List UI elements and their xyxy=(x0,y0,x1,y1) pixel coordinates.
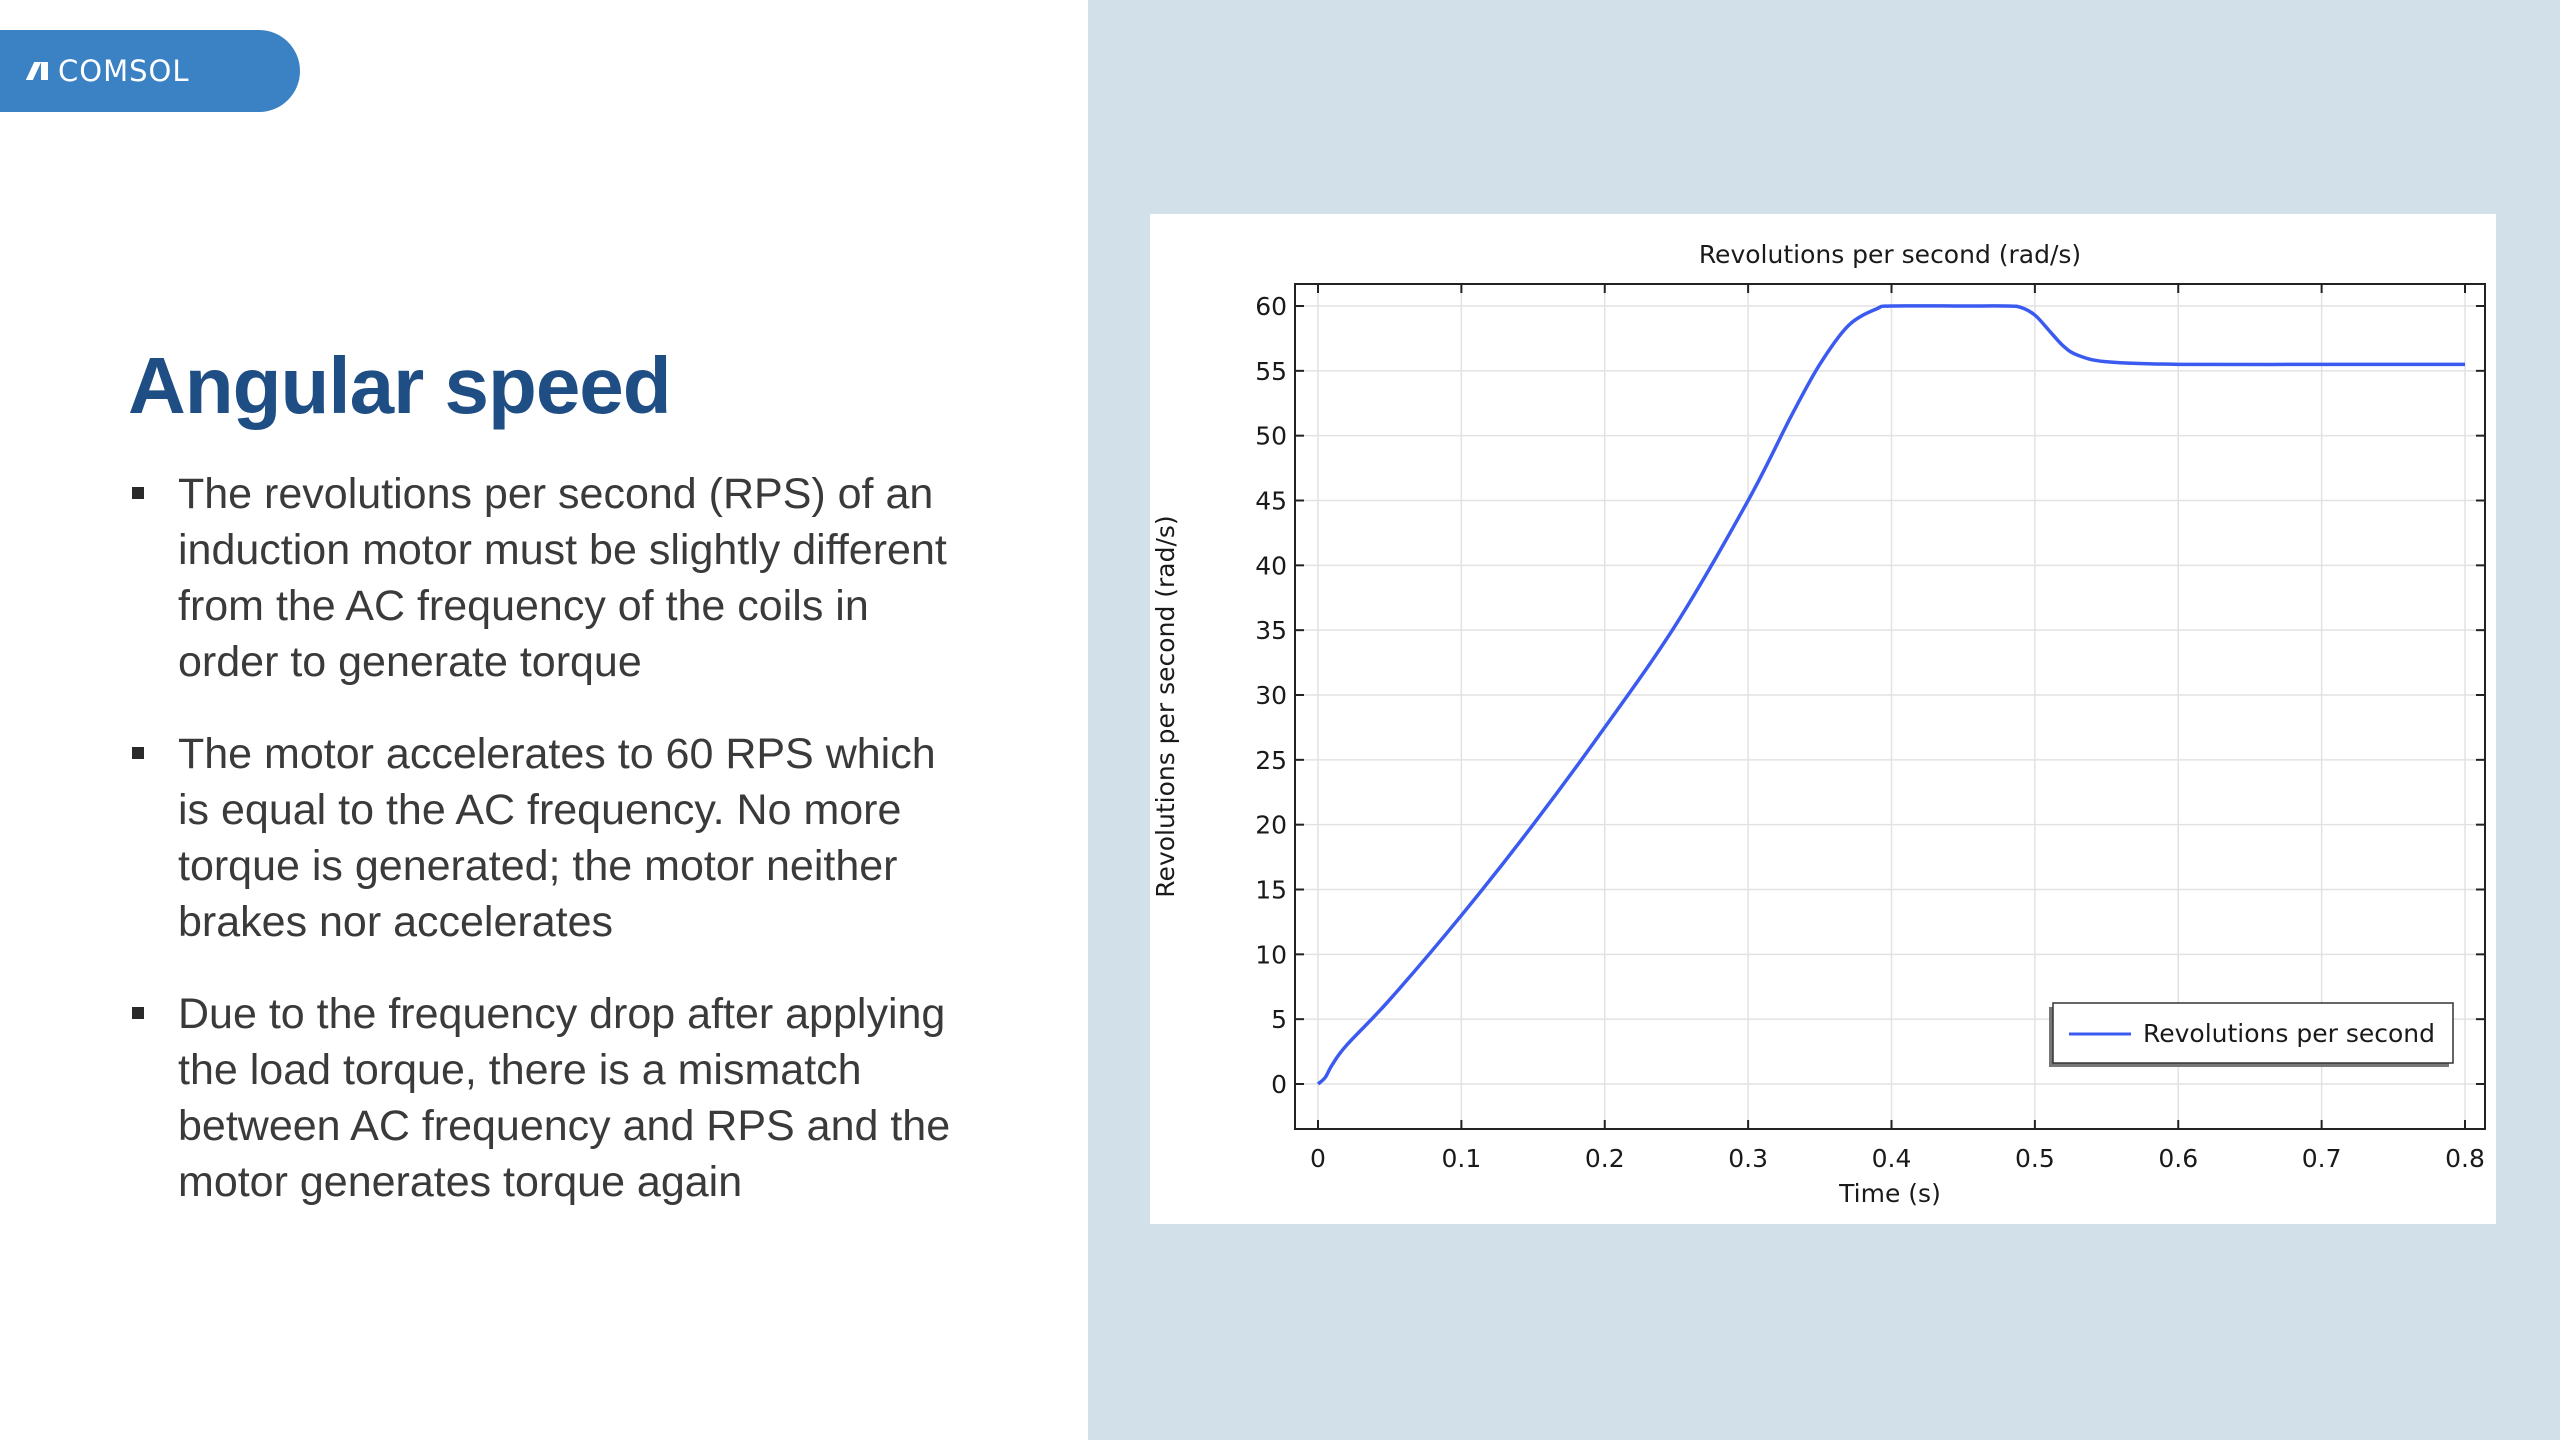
y-tick-label: 35 xyxy=(1255,616,1287,645)
y-axis-label: Revolutions per second (rad/s) xyxy=(1151,515,1180,897)
x-axis-label: Time (s) xyxy=(1838,1179,1941,1208)
axis-ticks: 0 0.1 0.2 0.3 0.4 0.5 0.6 0.7 0.8 0 5 10 15 20 25 30 35 4… xyxy=(1255,284,2485,1173)
chart-card: 0 0.1 0.2 0.3 0.4 0.5 0.6 0.7 0.8 0 5 10 15 20 25 30 35 4… xyxy=(1150,214,2496,1224)
line-chart: 0 0.1 0.2 0.3 0.4 0.5 0.6 0.7 0.8 0 5 10 15 20 25 30 35 4… xyxy=(1151,240,2486,1208)
series-layer xyxy=(1316,304,2465,1086)
y-tick-label: 40 xyxy=(1255,551,1287,580)
plot-frame xyxy=(1294,283,2486,1130)
bullet-item: The revolutions per second (RPS) of an i… xyxy=(128,466,958,690)
x-tick-label: 0.2 xyxy=(1585,1144,1625,1173)
comsol-logo-icon xyxy=(25,62,48,80)
x-tick-label: 0.5 xyxy=(2015,1144,2055,1173)
x-tick-label: 0.1 xyxy=(1441,1144,1481,1173)
x-tick-label: 0.6 xyxy=(2158,1144,2198,1173)
y-tick-label: 25 xyxy=(1255,746,1287,775)
x-tick-label: 0.3 xyxy=(1728,1144,1768,1173)
y-tick-label: 45 xyxy=(1255,487,1287,516)
logo-text: COMSOL xyxy=(58,54,190,88)
bullet-text: Due to the frequency drop after applying… xyxy=(178,990,951,1206)
y-tick-label: 0 xyxy=(1271,1070,1287,1099)
y-tick-label: 55 xyxy=(1255,357,1287,386)
x-tick-label: 0.7 xyxy=(2302,1144,2342,1173)
y-tick-label: 50 xyxy=(1255,422,1287,451)
y-tick-label: 10 xyxy=(1255,940,1287,969)
bullet-item: The motor accelerates to 60 RPS which is… xyxy=(128,726,958,950)
y-tick-label: 30 xyxy=(1255,681,1287,710)
bullet-list: The revolutions per second (RPS) of an i… xyxy=(128,466,958,1246)
bullet-text: The motor accelerates to 60 RPS which is… xyxy=(178,730,936,946)
legend-label: Revolutions per second xyxy=(2143,1019,2435,1048)
y-tick-label: 60 xyxy=(1255,292,1287,321)
bullet-marker xyxy=(132,747,144,759)
content-panel xyxy=(0,0,1088,1440)
x-tick-label: 0.8 xyxy=(2445,1144,2485,1173)
slide-title: Angular speed xyxy=(128,341,672,430)
x-tick-label: 0 xyxy=(1310,1144,1326,1173)
y-tick-label: 15 xyxy=(1255,876,1287,905)
bullet-item: Due to the frequency drop after applying… xyxy=(128,986,958,1210)
legend: Revolutions per second xyxy=(2049,1002,2454,1067)
y-tick-label: 5 xyxy=(1271,1005,1287,1034)
bullet-marker xyxy=(132,487,144,499)
y-tick-label: 20 xyxy=(1255,811,1287,840)
x-tick-label: 0.4 xyxy=(1872,1144,1912,1173)
bullet-text: The revolutions per second (RPS) of an i… xyxy=(178,470,947,686)
grid xyxy=(1295,284,2485,1129)
series-line-revolutions-per-second xyxy=(1316,304,2465,1086)
chart-title: Revolutions per second (rad/s) xyxy=(1699,240,2081,269)
bullet-marker xyxy=(132,1007,144,1019)
comsol-logo: COMSOL xyxy=(0,30,300,112)
